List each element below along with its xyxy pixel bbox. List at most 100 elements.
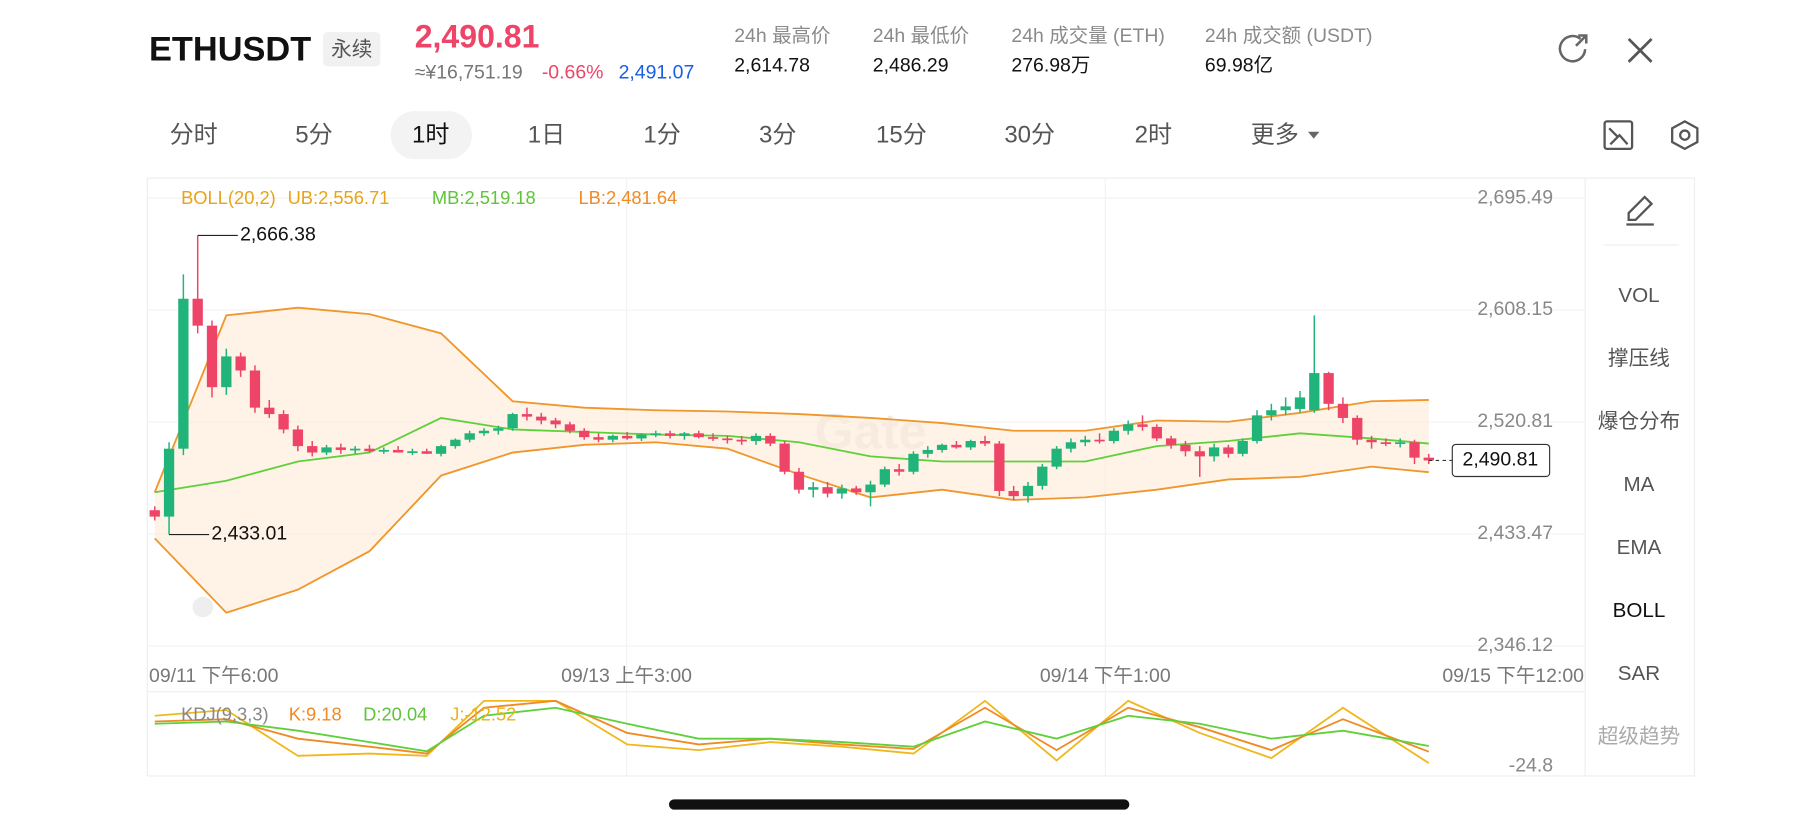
candle-body bbox=[178, 298, 189, 449]
popout-icon[interactable] bbox=[1558, 34, 1588, 63]
candle-body bbox=[1309, 373, 1320, 411]
candle-body bbox=[235, 356, 246, 371]
tab[interactable]: 分时 bbox=[170, 122, 218, 149]
kdj-tick-label: -24.8 bbox=[1509, 754, 1553, 776]
candle-body bbox=[350, 448, 361, 451]
side-item[interactable]: MA bbox=[1624, 473, 1655, 496]
candle-body bbox=[192, 298, 203, 326]
candle-body bbox=[1294, 397, 1306, 409]
stat-value: 276.98万 bbox=[1011, 55, 1090, 77]
tab[interactable]: 2时 bbox=[1135, 122, 1172, 149]
candle-body bbox=[707, 437, 719, 439]
side-item[interactable]: 撑压线 bbox=[1608, 347, 1670, 370]
candle-body bbox=[908, 453, 919, 472]
candle-body bbox=[1223, 447, 1234, 454]
candle-body bbox=[836, 488, 848, 494]
candle-body bbox=[579, 430, 590, 438]
badge: 永续 bbox=[331, 38, 372, 61]
candle-body bbox=[564, 424, 576, 431]
candle-body bbox=[163, 448, 175, 517]
candle-body bbox=[378, 449, 389, 452]
tab[interactable]: 更多 bbox=[1251, 122, 1299, 149]
candle-body bbox=[1051, 448, 1062, 467]
boll-label: BOLL(20,2) bbox=[181, 187, 276, 208]
tab[interactable]: 5分 bbox=[295, 122, 332, 149]
side-item[interactable]: 超级趋势 bbox=[1598, 725, 1680, 748]
candle-body bbox=[793, 471, 805, 490]
candle-body bbox=[650, 433, 661, 436]
stat-label: 24h 成交量 (ETH) bbox=[1011, 25, 1165, 47]
candle-body bbox=[1151, 426, 1162, 439]
candle-body bbox=[593, 437, 604, 440]
candle-body bbox=[851, 488, 862, 493]
boll-mb: MB:2,519.18 bbox=[432, 187, 536, 208]
tab[interactable]: 1分 bbox=[643, 122, 680, 149]
badge-bg bbox=[323, 32, 381, 67]
candle-body bbox=[206, 325, 218, 388]
side-item[interactable]: SAR bbox=[1618, 662, 1660, 685]
stat-value: 2,486.29 bbox=[873, 55, 949, 77]
candle-body bbox=[936, 444, 948, 450]
symbol: ETHUSDT bbox=[149, 31, 311, 69]
tab[interactable]: 1时 bbox=[412, 122, 449, 149]
candle-body bbox=[879, 469, 890, 485]
side-item[interactable]: 爆仓分布 bbox=[1598, 410, 1680, 433]
candle-body bbox=[421, 451, 432, 454]
side-item[interactable]: BOLL bbox=[1613, 599, 1666, 622]
edit-icon[interactable] bbox=[1626, 195, 1654, 226]
candle-body bbox=[922, 449, 933, 454]
candle-body bbox=[722, 438, 733, 441]
candle-body bbox=[607, 435, 618, 440]
candle-body bbox=[521, 414, 533, 417]
candle-body bbox=[622, 435, 633, 439]
candle-body bbox=[364, 448, 375, 452]
candle-body bbox=[435, 446, 447, 454]
candle-body bbox=[1094, 439, 1105, 442]
close-icon[interactable] bbox=[1627, 37, 1653, 63]
tab[interactable]: 15分 bbox=[876, 122, 927, 149]
kdj-d: D:20.04 bbox=[363, 704, 427, 725]
boll-ub bbox=[153, 306, 1429, 493]
candle-body bbox=[493, 428, 504, 431]
tab[interactable]: 30分 bbox=[1004, 122, 1055, 149]
candle-body bbox=[507, 414, 518, 429]
tab[interactable]: 3分 bbox=[759, 122, 796, 149]
side-item[interactable]: EMA bbox=[1617, 536, 1662, 559]
cny-price: ≈¥16,751.19 bbox=[415, 61, 523, 83]
candle-body bbox=[1080, 439, 1091, 443]
stat-value: 69.98亿 bbox=[1205, 55, 1273, 77]
candle-body bbox=[1423, 457, 1434, 461]
candle-body bbox=[1137, 424, 1148, 427]
candle-body bbox=[1194, 451, 1205, 457]
candle-body bbox=[1352, 417, 1363, 440]
tab[interactable]: 1日 bbox=[528, 122, 565, 149]
candle-body bbox=[736, 439, 747, 442]
candle-body bbox=[392, 449, 404, 453]
y-tick-label: 2,346.12 bbox=[1477, 634, 1553, 656]
chart-frame bbox=[146, 177, 1696, 777]
candle-body bbox=[1337, 403, 1349, 418]
candle-body bbox=[1380, 442, 1392, 444]
boll-lb: LB:2,481.64 bbox=[578, 187, 677, 208]
candle-body bbox=[321, 447, 332, 453]
low-label: 2,433.01 bbox=[211, 523, 287, 545]
side-item[interactable]: VOL bbox=[1618, 284, 1659, 307]
candle-body bbox=[478, 430, 490, 434]
candle-body bbox=[679, 433, 690, 436]
candle-body bbox=[779, 443, 790, 472]
x-label: 09/15 下午12:00 bbox=[1442, 665, 1584, 687]
candle-body bbox=[1165, 438, 1177, 445]
high-label: 2,666.38 bbox=[240, 224, 316, 246]
settings-icon[interactable] bbox=[1671, 120, 1699, 151]
x-label: 09/14 下午1:00 bbox=[1040, 665, 1171, 687]
candle-body bbox=[550, 420, 561, 425]
image-icon[interactable] bbox=[1603, 120, 1634, 151]
candle-body bbox=[1237, 440, 1248, 454]
tool-icon[interactable] bbox=[192, 596, 214, 618]
candle-body bbox=[278, 414, 289, 430]
kdj-d bbox=[154, 706, 1429, 753]
mark-price: 2,491.07 bbox=[619, 61, 695, 83]
candle-body bbox=[693, 433, 704, 438]
candle-body bbox=[1180, 444, 1191, 452]
candle-body bbox=[1280, 406, 1291, 411]
